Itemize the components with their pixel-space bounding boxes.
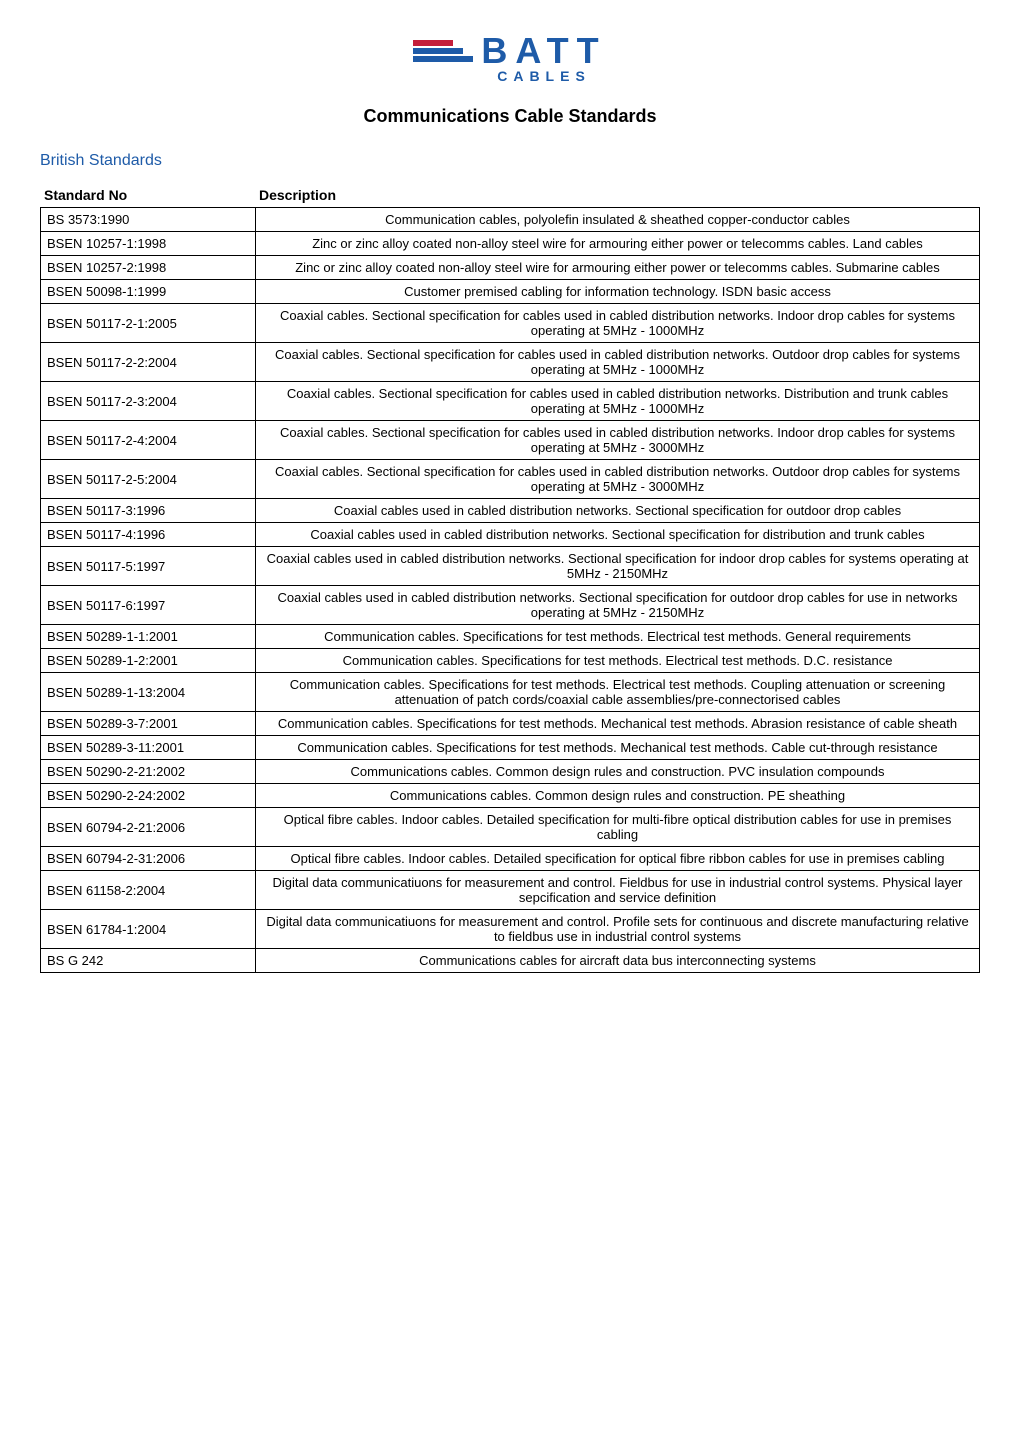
table-row: BSEN 50098-1:1999Customer premised cabli… — [41, 280, 980, 304]
table-row: BSEN 60794-2-31:2006Optical fibre cables… — [41, 847, 980, 871]
standard-cell: BSEN 10257-2:1998 — [41, 256, 256, 280]
standard-cell: BSEN 50290-2-24:2002 — [41, 784, 256, 808]
standard-cell: BSEN 60794-2-31:2006 — [41, 847, 256, 871]
table-row: BS 3573:1990Communication cables, polyol… — [41, 208, 980, 232]
standard-cell: BSEN 10257-1:1998 — [41, 232, 256, 256]
description-cell: Coaxial cables. Sectional specification … — [256, 304, 980, 343]
logo-container: BATT CABLES — [40, 30, 980, 86]
table-row: BSEN 50117-2-4:2004Coaxial cables. Secti… — [41, 421, 980, 460]
description-cell: Coaxial cables used in cabled distributi… — [256, 586, 980, 625]
table-header-row: Standard No Description — [40, 185, 980, 205]
description-cell: Optical fibre cables. Indoor cables. Det… — [256, 808, 980, 847]
description-cell: Zinc or zinc alloy coated non-alloy stee… — [256, 256, 980, 280]
table-row: BSEN 50117-5:1997Coaxial cables used in … — [41, 547, 980, 586]
standard-cell: BSEN 60794-2-21:2006 — [41, 808, 256, 847]
table-row: BSEN 50117-2-5:2004Coaxial cables. Secti… — [41, 460, 980, 499]
logo: BATT CABLES — [413, 30, 606, 84]
description-cell: Coaxial cables used in cabled distributi… — [256, 547, 980, 586]
description-cell: Communication cables. Specifications for… — [256, 649, 980, 673]
description-cell: Communications cables. Common design rul… — [256, 760, 980, 784]
description-cell: Communications cables for aircraft data … — [256, 949, 980, 973]
standard-cell: BSEN 61784-1:2004 — [41, 910, 256, 949]
page-title: Communications Cable Standards — [40, 106, 980, 127]
standard-cell: BSEN 50117-2-5:2004 — [41, 460, 256, 499]
standard-cell: BSEN 61158-2:2004 — [41, 871, 256, 910]
table-row: BSEN 50117-4:1996Coaxial cables used in … — [41, 523, 980, 547]
standard-cell: BSEN 50289-1-2:2001 — [41, 649, 256, 673]
table-row: BSEN 61784-1:2004Digital data communicat… — [41, 910, 980, 949]
description-cell: Coaxial cables. Sectional specification … — [256, 343, 980, 382]
standard-cell: BSEN 50117-3:1996 — [41, 499, 256, 523]
description-cell: Digital data communicatiuons for measure… — [256, 871, 980, 910]
description-cell: Communications cables. Common design rul… — [256, 784, 980, 808]
description-cell: Communication cables, polyolefin insulat… — [256, 208, 980, 232]
table-row: BSEN 50289-3-7:2001Communication cables.… — [41, 712, 980, 736]
description-cell: Coaxial cables. Sectional specification … — [256, 421, 980, 460]
table-row: BSEN 50117-2-1:2005Coaxial cables. Secti… — [41, 304, 980, 343]
standard-cell: BSEN 50117-2-1:2005 — [41, 304, 256, 343]
table-row: BSEN 10257-2:1998Zinc or zinc alloy coat… — [41, 256, 980, 280]
header-standard: Standard No — [40, 185, 255, 205]
table-row: BSEN 50117-2-3:2004Coaxial cables. Secti… — [41, 382, 980, 421]
table-row: BSEN 50117-2-2:2004Coaxial cables. Secti… — [41, 343, 980, 382]
standard-cell: BSEN 50290-2-21:2002 — [41, 760, 256, 784]
table-row: BSEN 50289-3-11:2001Communication cables… — [41, 736, 980, 760]
header-description: Description — [255, 185, 980, 205]
description-cell: Communication cables. Specifications for… — [256, 712, 980, 736]
table-row: BSEN 50117-6:1997Coaxial cables used in … — [41, 586, 980, 625]
table-row: BSEN 50117-3:1996Coaxial cables used in … — [41, 499, 980, 523]
table-row: BSEN 50289-1-2:2001Communication cables.… — [41, 649, 980, 673]
standard-cell: BSEN 50117-6:1997 — [41, 586, 256, 625]
standard-cell: BSEN 50117-2-4:2004 — [41, 421, 256, 460]
description-cell: Optical fibre cables. Indoor cables. Det… — [256, 847, 980, 871]
description-cell: Zinc or zinc alloy coated non-alloy stee… — [256, 232, 980, 256]
description-cell: Coaxial cables. Sectional specification … — [256, 382, 980, 421]
standard-cell: BS 3573:1990 — [41, 208, 256, 232]
description-cell: Coaxial cables used in cabled distributi… — [256, 523, 980, 547]
table-row: BSEN 50289-1-1:2001Communication cables.… — [41, 625, 980, 649]
standard-cell: BSEN 50289-1-1:2001 — [41, 625, 256, 649]
standards-table: BS 3573:1990Communication cables, polyol… — [40, 207, 980, 973]
logo-bars-icon — [413, 38, 473, 64]
table-row: BSEN 50290-2-21:2002Communications cable… — [41, 760, 980, 784]
standard-cell: BSEN 50117-4:1996 — [41, 523, 256, 547]
logo-text-main: BATT — [481, 30, 606, 72]
table-row: BS G 242Communications cables for aircra… — [41, 949, 980, 973]
standard-cell: BS G 242 — [41, 949, 256, 973]
description-cell: Communication cables. Specifications for… — [256, 625, 980, 649]
table-row: BSEN 60794-2-21:2006Optical fibre cables… — [41, 808, 980, 847]
description-cell: Digital data communicatiuons for measure… — [256, 910, 980, 949]
standard-cell: BSEN 50098-1:1999 — [41, 280, 256, 304]
description-cell: Coaxial cables. Sectional specification … — [256, 460, 980, 499]
standard-cell: BSEN 50117-2-3:2004 — [41, 382, 256, 421]
table-row: BSEN 50289-1-13:2004Communication cables… — [41, 673, 980, 712]
table-row: BSEN 10257-1:1998Zinc or zinc alloy coat… — [41, 232, 980, 256]
table-row: BSEN 50290-2-24:2002Communications cable… — [41, 784, 980, 808]
description-cell: Customer premised cabling for informatio… — [256, 280, 980, 304]
standard-cell: BSEN 50289-3-11:2001 — [41, 736, 256, 760]
table-row: BSEN 61158-2:2004Digital data communicat… — [41, 871, 980, 910]
section-heading: British Standards — [40, 152, 980, 170]
standard-cell: BSEN 50117-2-2:2004 — [41, 343, 256, 382]
standard-cell: BSEN 50117-5:1997 — [41, 547, 256, 586]
standard-cell: BSEN 50289-3-7:2001 — [41, 712, 256, 736]
description-cell: Communication cables. Specifications for… — [256, 736, 980, 760]
description-cell: Communication cables. Specifications for… — [256, 673, 980, 712]
description-cell: Coaxial cables used in cabled distributi… — [256, 499, 980, 523]
standard-cell: BSEN 50289-1-13:2004 — [41, 673, 256, 712]
logo-text-sub: CABLES — [481, 68, 606, 84]
